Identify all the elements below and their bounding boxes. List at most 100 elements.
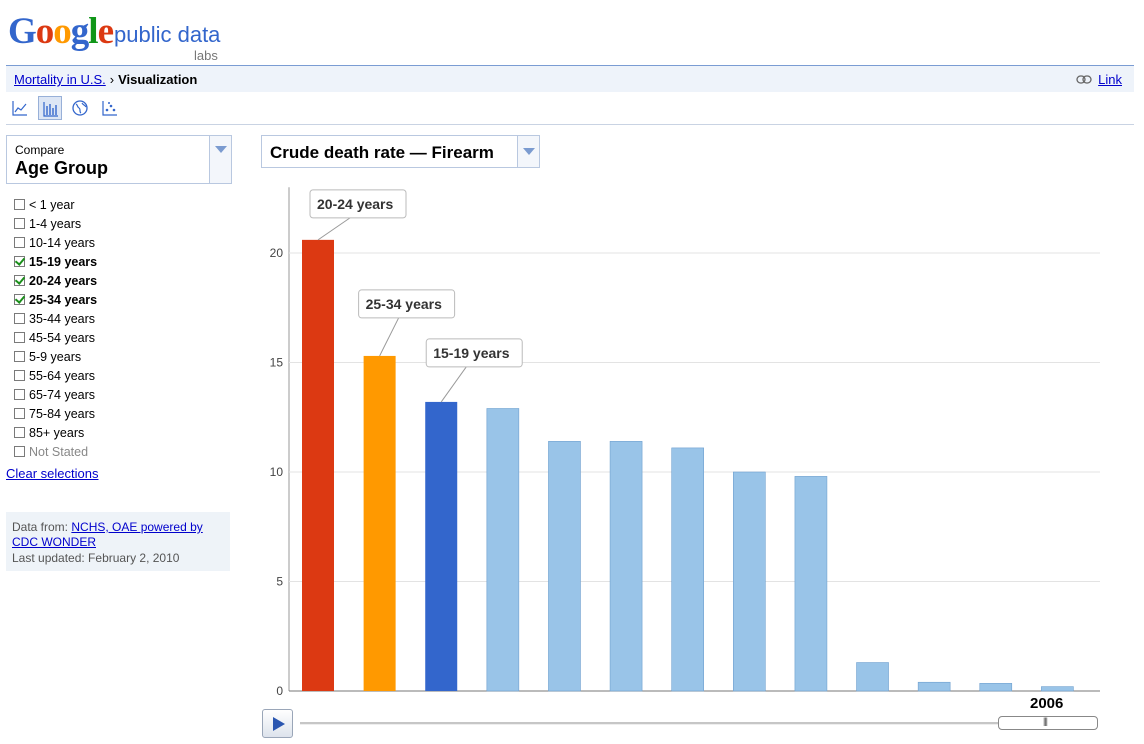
toolbar-divider <box>6 124 1134 125</box>
age-group-label: 5-9 years <box>29 350 82 364</box>
callout-label: 25-34 years <box>366 296 443 312</box>
y-tick-label: 5 <box>276 575 283 589</box>
age-group-label: Not Stated <box>29 445 89 459</box>
data-source-box: Data from: NCHS, OAE powered by CDC WOND… <box>6 512 230 571</box>
compare-dropdown[interactable]: Compare Age Group <box>6 135 232 184</box>
age-group-checkbox[interactable] <box>14 446 25 457</box>
product-name: public data <box>114 22 221 47</box>
breadcrumb-separator: › <box>109 72 115 87</box>
age-group-checkbox[interactable] <box>14 218 25 229</box>
age-group-item[interactable]: 75-84 years <box>14 405 97 424</box>
bar-chart-icon[interactable] <box>38 96 62 120</box>
callout-line <box>379 317 400 357</box>
age-group-label: 35-44 years <box>29 312 96 326</box>
compare-label: Compare <box>15 143 65 157</box>
metric-value: Crude death rate — Firearm <box>270 143 494 162</box>
view-toolbar <box>6 95 1134 121</box>
chart-bar <box>486 408 520 692</box>
age-group-checkbox[interactable] <box>14 256 25 267</box>
y-tick-label: 20 <box>270 246 284 260</box>
line-chart-icon[interactable] <box>8 96 32 120</box>
chevron-down-icon[interactable] <box>517 136 539 167</box>
age-group-item[interactable]: 65-74 years <box>14 386 97 405</box>
data-source-line: Data from: NCHS, OAE powered by CDC WOND… <box>12 520 226 550</box>
compare-value: Age Group <box>15 158 108 178</box>
age-group-item[interactable]: 20-24 years <box>14 272 97 291</box>
chart-bar <box>548 441 581 692</box>
breadcrumb-bar: Mortality in U.S. › Visualization Link <box>6 65 1134 92</box>
age-group-checkbox[interactable] <box>14 294 25 305</box>
age-group-label: 75-84 years <box>29 407 96 421</box>
callout-line <box>317 217 351 241</box>
callout-line <box>440 366 467 403</box>
age-group-item[interactable]: Not Stated <box>14 443 97 462</box>
callout-label: 15-19 years <box>433 345 510 361</box>
callout-box <box>309 189 407 219</box>
chart-bar <box>794 476 828 692</box>
age-group-label: 10-14 years <box>29 236 96 250</box>
age-group-item[interactable]: 35-44 years <box>14 310 97 329</box>
age-group-list: < 1 year 1-4 years 10-14 years 15-19 years 2… <box>14 196 97 462</box>
breadcrumb-dataset-link[interactable]: Mortality in U.S. <box>14 72 106 87</box>
age-group-checkbox[interactable] <box>14 427 25 438</box>
age-group-label: 65-74 years <box>29 388 96 402</box>
age-group-checkbox[interactable] <box>14 389 25 400</box>
age-group-item[interactable]: 1-4 years <box>14 215 97 234</box>
age-group-label: 25-34 years <box>29 293 98 307</box>
map-icon[interactable] <box>68 96 92 120</box>
labs-label: labs <box>194 48 218 63</box>
chart-bar <box>1041 686 1074 692</box>
age-group-label: 85+ years <box>29 426 85 440</box>
callout-box <box>425 338 523 368</box>
age-group-item[interactable]: 85+ years <box>14 424 97 443</box>
age-group-checkbox[interactable] <box>14 370 25 381</box>
age-group-label: < 1 year <box>29 198 75 212</box>
breadcrumb: Mortality in U.S. › Visualization <box>14 72 197 87</box>
age-group-checkbox[interactable] <box>14 408 25 419</box>
data-source-link[interactable]: NCHS, OAE powered by CDC WONDER <box>12 520 203 549</box>
chart-bar <box>733 471 766 692</box>
age-group-item[interactable]: 5-9 years <box>14 348 97 367</box>
age-group-checkbox[interactable] <box>14 332 25 343</box>
chart-bar <box>302 239 334 692</box>
chevron-down-icon[interactable] <box>209 136 231 183</box>
y-tick-label: 0 <box>276 684 283 698</box>
google-public-data-logo[interactable]: Google public data labs <box>8 8 248 63</box>
age-group-item[interactable]: < 1 year <box>14 196 97 215</box>
age-group-label: 15-19 years <box>29 255 98 269</box>
age-group-checkbox[interactable] <box>14 313 25 324</box>
age-group-checkbox[interactable] <box>14 199 25 210</box>
chart-bar <box>979 683 1013 692</box>
year-label: 2006 <box>1030 695 1064 712</box>
metric-dropdown[interactable]: Crude death rate — Firearm <box>261 135 540 168</box>
last-updated: Last updated: February 2, 2010 <box>12 551 180 565</box>
bubble-chart-icon[interactable] <box>98 96 122 120</box>
google-logo-text: Google <box>8 11 114 52</box>
age-group-label: 55-64 years <box>29 369 96 383</box>
age-group-checkbox[interactable] <box>14 351 25 362</box>
age-group-label: 1-4 years <box>29 217 82 231</box>
chart-bar <box>917 681 951 692</box>
age-group-item[interactable]: 45-54 years <box>14 329 97 348</box>
age-group-label: 45-54 years <box>29 331 96 345</box>
chart-bar <box>425 401 458 691</box>
clear-selections-link[interactable]: Clear selections <box>6 466 99 481</box>
callout-label: 20-24 years <box>317 196 394 212</box>
age-group-label: 20-24 years <box>29 274 98 288</box>
time-slider-handle[interactable] <box>998 716 1098 730</box>
chart-bar <box>671 447 704 692</box>
age-group-item[interactable]: 15-19 years <box>14 253 97 272</box>
breadcrumb-current: Visualization <box>118 72 198 87</box>
age-group-item[interactable]: 55-64 years <box>14 367 97 386</box>
age-group-item[interactable]: 10-14 years <box>14 234 97 253</box>
age-group-checkbox[interactable] <box>14 237 25 248</box>
chart-bar <box>363 355 396 691</box>
share-link[interactable]: Link <box>1076 72 1122 87</box>
bar-chart: 0 5 10 15 20 20-24 years 25-34 years 15-19 year… <box>270 187 1100 698</box>
chart-bar <box>856 662 889 692</box>
share-link-text[interactable]: Link <box>1098 72 1122 87</box>
age-group-item[interactable]: 25-34 years <box>14 291 97 310</box>
time-slider-track[interactable] <box>300 722 1098 725</box>
play-button[interactable] <box>262 709 293 738</box>
age-group-checkbox[interactable] <box>14 275 25 286</box>
